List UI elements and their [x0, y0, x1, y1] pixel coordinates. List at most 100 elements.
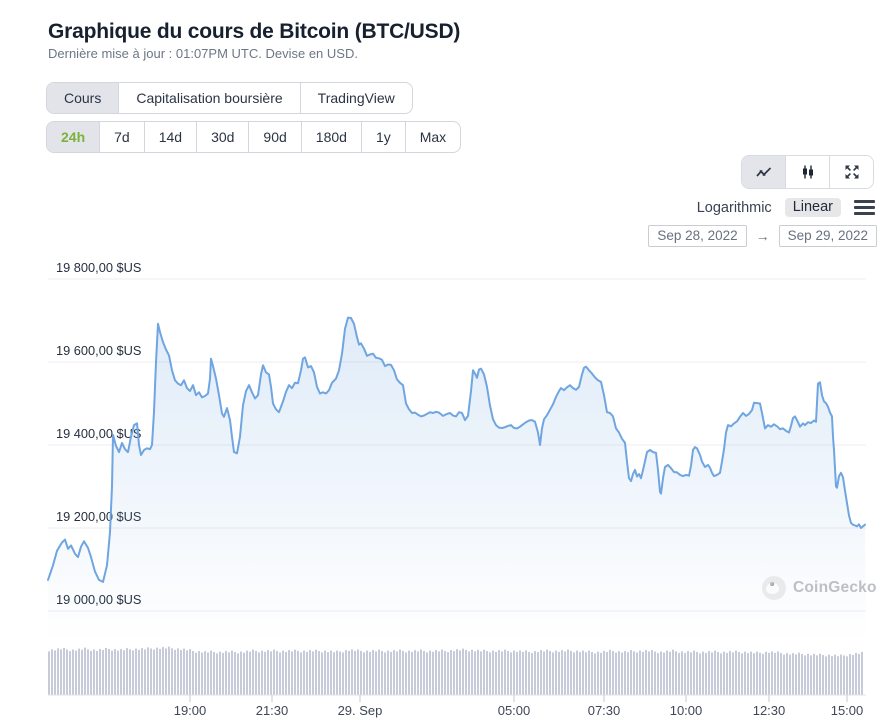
volume-bar [408, 650, 410, 696]
volume-bar [528, 652, 530, 695]
volume-bar [87, 649, 89, 696]
volume-bar [474, 651, 476, 695]
volume-bar [531, 653, 533, 695]
volume-bar [399, 649, 401, 695]
volume-bar [315, 649, 317, 695]
volume-bar [789, 654, 791, 695]
candlestick-icon [800, 164, 816, 180]
volume-bar [510, 652, 512, 695]
volume-bar [216, 653, 218, 695]
volume-bar [447, 652, 449, 695]
volume-bar [846, 656, 848, 695]
volume-bar [330, 650, 332, 695]
volume-bar [381, 651, 383, 695]
x-axis-label: 29. Sep [338, 703, 383, 718]
volume-bar [135, 648, 137, 696]
volume-bar [732, 652, 734, 695]
tab-1y[interactable]: 1y [360, 122, 405, 152]
volume-bar [588, 650, 590, 695]
candlestick-chart-button[interactable] [785, 156, 829, 188]
tab-7d[interactable]: 7d [99, 122, 144, 152]
tab-24h[interactable]: 24h [47, 122, 100, 152]
volume-bar [294, 649, 296, 695]
volume-bar [645, 650, 647, 695]
volume-bar [225, 651, 227, 695]
volume-bar [573, 652, 575, 695]
volume-bar [657, 653, 659, 695]
line-chart-button[interactable] [742, 156, 785, 188]
tab-max[interactable]: Max [404, 122, 460, 152]
volume-bar [858, 653, 860, 695]
volume-bar [141, 648, 143, 695]
volume-bar [57, 648, 59, 695]
price-chart-canvas[interactable]: 19 800,00 $US 19 600,00 $US 19 400,00 $US 1… [0, 255, 888, 726]
volume-bar [501, 651, 503, 695]
volume-bar [384, 652, 386, 695]
volume-bar [840, 654, 842, 695]
volume-bar [192, 651, 194, 695]
volume-bar [747, 653, 749, 695]
date-range-arrow-icon: → [755, 228, 770, 244]
volume-bar [144, 649, 146, 695]
y-axis-label: 19 800,00 $US [56, 260, 141, 275]
volume-bar [222, 652, 224, 695]
chart-view-tabs: Cours Capitalisation boursière TradingView [46, 82, 413, 114]
volume-bar [231, 650, 233, 695]
volume-bar [600, 652, 602, 695]
x-axis-label: 15:00 [831, 703, 864, 718]
volume-bar [213, 652, 215, 695]
volume-bar [453, 651, 455, 695]
scale-logarithmic-option[interactable]: Logarithmic [696, 199, 772, 216]
volume-bar [435, 650, 437, 695]
tab-capitalisation-boursi-re[interactable]: Capitalisation boursière [118, 83, 299, 113]
price-chart[interactable]: 19 800,00 $US 19 600,00 $US 19 400,00 $US 1… [0, 255, 888, 726]
volume-bar [78, 648, 80, 695]
line-chart-icon [755, 165, 773, 179]
volume-bar [393, 650, 395, 695]
tab-tradingview[interactable]: TradingView [299, 83, 412, 113]
volume-bar [762, 653, 764, 695]
chart-menu-button[interactable] [854, 198, 875, 217]
x-axis-label: 07:30 [588, 703, 621, 718]
volume-bar [861, 651, 863, 695]
volume-bar [165, 648, 167, 695]
volume-bar [159, 648, 161, 695]
volume-bar [525, 650, 527, 695]
tab-180d[interactable]: 180d [300, 122, 361, 152]
volume-bar [828, 654, 830, 696]
volume-bar [660, 651, 662, 696]
volume-bar [522, 651, 524, 695]
date-from-input[interactable]: Sep 28, 2022 [648, 225, 747, 247]
scale-linear-option[interactable]: Linear [784, 198, 841, 218]
volume-bar [516, 651, 518, 695]
volume-bar [636, 652, 638, 695]
volume-bar [771, 651, 773, 695]
volume-bar [729, 651, 731, 695]
volume-bar [684, 652, 686, 695]
tab-cours[interactable]: Cours [47, 83, 119, 113]
volume-bar [666, 650, 668, 695]
volume-bar [168, 646, 170, 695]
volume-bar [648, 651, 650, 695]
volume-bar [249, 651, 251, 695]
volume-bar [786, 653, 788, 696]
volume-bar [642, 651, 644, 695]
volume-bar [429, 650, 431, 696]
volume-bar [258, 652, 260, 695]
tab-90d[interactable]: 90d [248, 122, 300, 152]
volume-bar [735, 650, 737, 695]
volume-bar [705, 652, 707, 695]
volume-bar [282, 650, 284, 696]
volume-bar [360, 651, 362, 695]
volume-bar [138, 649, 140, 695]
date-to-input[interactable]: Sep 29, 2022 [778, 225, 877, 247]
volume-bar [51, 649, 53, 695]
volume-bar [342, 652, 344, 695]
volume-bar [366, 650, 368, 696]
fullscreen-button[interactable] [829, 156, 873, 188]
volume-bar [831, 656, 833, 695]
volume-bar [201, 652, 203, 695]
volume-bar [807, 653, 809, 695]
tab-30d[interactable]: 30d [196, 122, 248, 152]
tab-14d[interactable]: 14d [143, 122, 196, 152]
